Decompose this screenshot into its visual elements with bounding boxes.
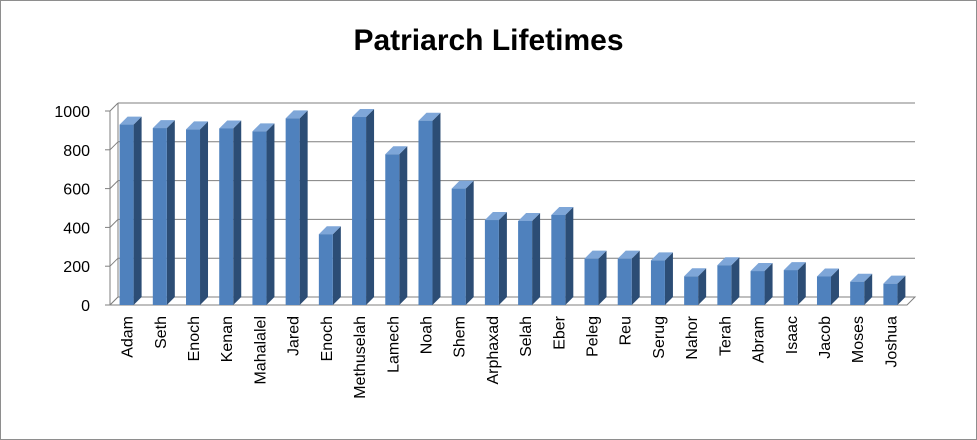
- y-tick-label: 200: [63, 259, 90, 276]
- x-category-label: Mahalalel: [252, 316, 269, 384]
- side-wall-gridline: [109, 141, 119, 151]
- bar: [252, 123, 275, 306]
- x-category-label: Lamech: [385, 316, 402, 373]
- x-category-label: Selah: [518, 316, 535, 357]
- bar: [584, 250, 607, 305]
- bar: [484, 212, 507, 305]
- bar: [186, 121, 209, 306]
- x-category-label: Jacob: [817, 316, 834, 359]
- bar: [285, 110, 308, 305]
- bar: [717, 257, 740, 305]
- x-category-label: Arphaxad: [485, 316, 502, 385]
- axes: [105, 103, 917, 306]
- x-category-label: Isaac: [784, 316, 801, 354]
- bars: [119, 109, 906, 306]
- bar: [119, 116, 142, 305]
- side-wall-gridline: [109, 102, 119, 112]
- bar: [219, 120, 242, 306]
- y-tick-label: 600: [63, 182, 90, 199]
- bar: [684, 268, 707, 305]
- bar: [883, 275, 906, 305]
- x-category-label: Reu: [618, 316, 635, 345]
- bar: [650, 252, 673, 305]
- bar: [551, 206, 574, 305]
- x-category-label: Joshua: [883, 316, 900, 368]
- bar: [385, 146, 408, 305]
- x-category-label: Jared: [286, 316, 303, 356]
- x-category-label: Eber: [551, 315, 568, 349]
- x-category-label: Kenan: [219, 316, 236, 362]
- gridlines: [109, 102, 915, 306]
- y-tick-label: 1000: [54, 104, 90, 121]
- y-tick-label: 0: [81, 298, 90, 315]
- x-category-label: Enoch: [186, 316, 203, 361]
- bar: [318, 226, 341, 305]
- side-wall-gridline: [109, 219, 119, 228]
- y-tick-label: 400: [63, 220, 90, 237]
- side-wall-gridline: [109, 180, 119, 189]
- x-category-label: Noah: [418, 316, 435, 354]
- bar: [750, 263, 773, 305]
- x-category-label: Peleg: [585, 316, 602, 357]
- x-category-label: Terah: [717, 316, 734, 356]
- bar: [850, 273, 873, 305]
- x-category-label: Abram: [751, 316, 768, 363]
- x-category-label: Methuselah: [352, 316, 369, 399]
- side-wall-gridline: [109, 257, 119, 267]
- bar: [816, 268, 839, 305]
- bar: [783, 262, 806, 305]
- labels: 0 200 400 600 800 1000 Adam Seth Enoch Kenan Mahal…: [54, 104, 900, 399]
- x-category-label: Shem: [452, 316, 469, 358]
- bar: [451, 180, 474, 305]
- y-tick-label: 800: [63, 143, 90, 160]
- bar: [152, 120, 175, 306]
- bar: [352, 109, 375, 305]
- x-category-label: Seth: [153, 316, 170, 349]
- bar: [518, 212, 541, 305]
- x-category-label: Adam: [120, 316, 137, 358]
- x-category-label: Moses: [850, 316, 867, 363]
- chart-title: Patriarch Lifetimes: [353, 24, 624, 57]
- bar: [418, 112, 441, 305]
- x-category-label: Serug: [651, 316, 668, 359]
- chart-floor: [108, 296, 917, 306]
- x-category-label: Enoch: [319, 316, 336, 361]
- x-category-label: Nahor: [684, 315, 701, 359]
- bar: [617, 250, 640, 305]
